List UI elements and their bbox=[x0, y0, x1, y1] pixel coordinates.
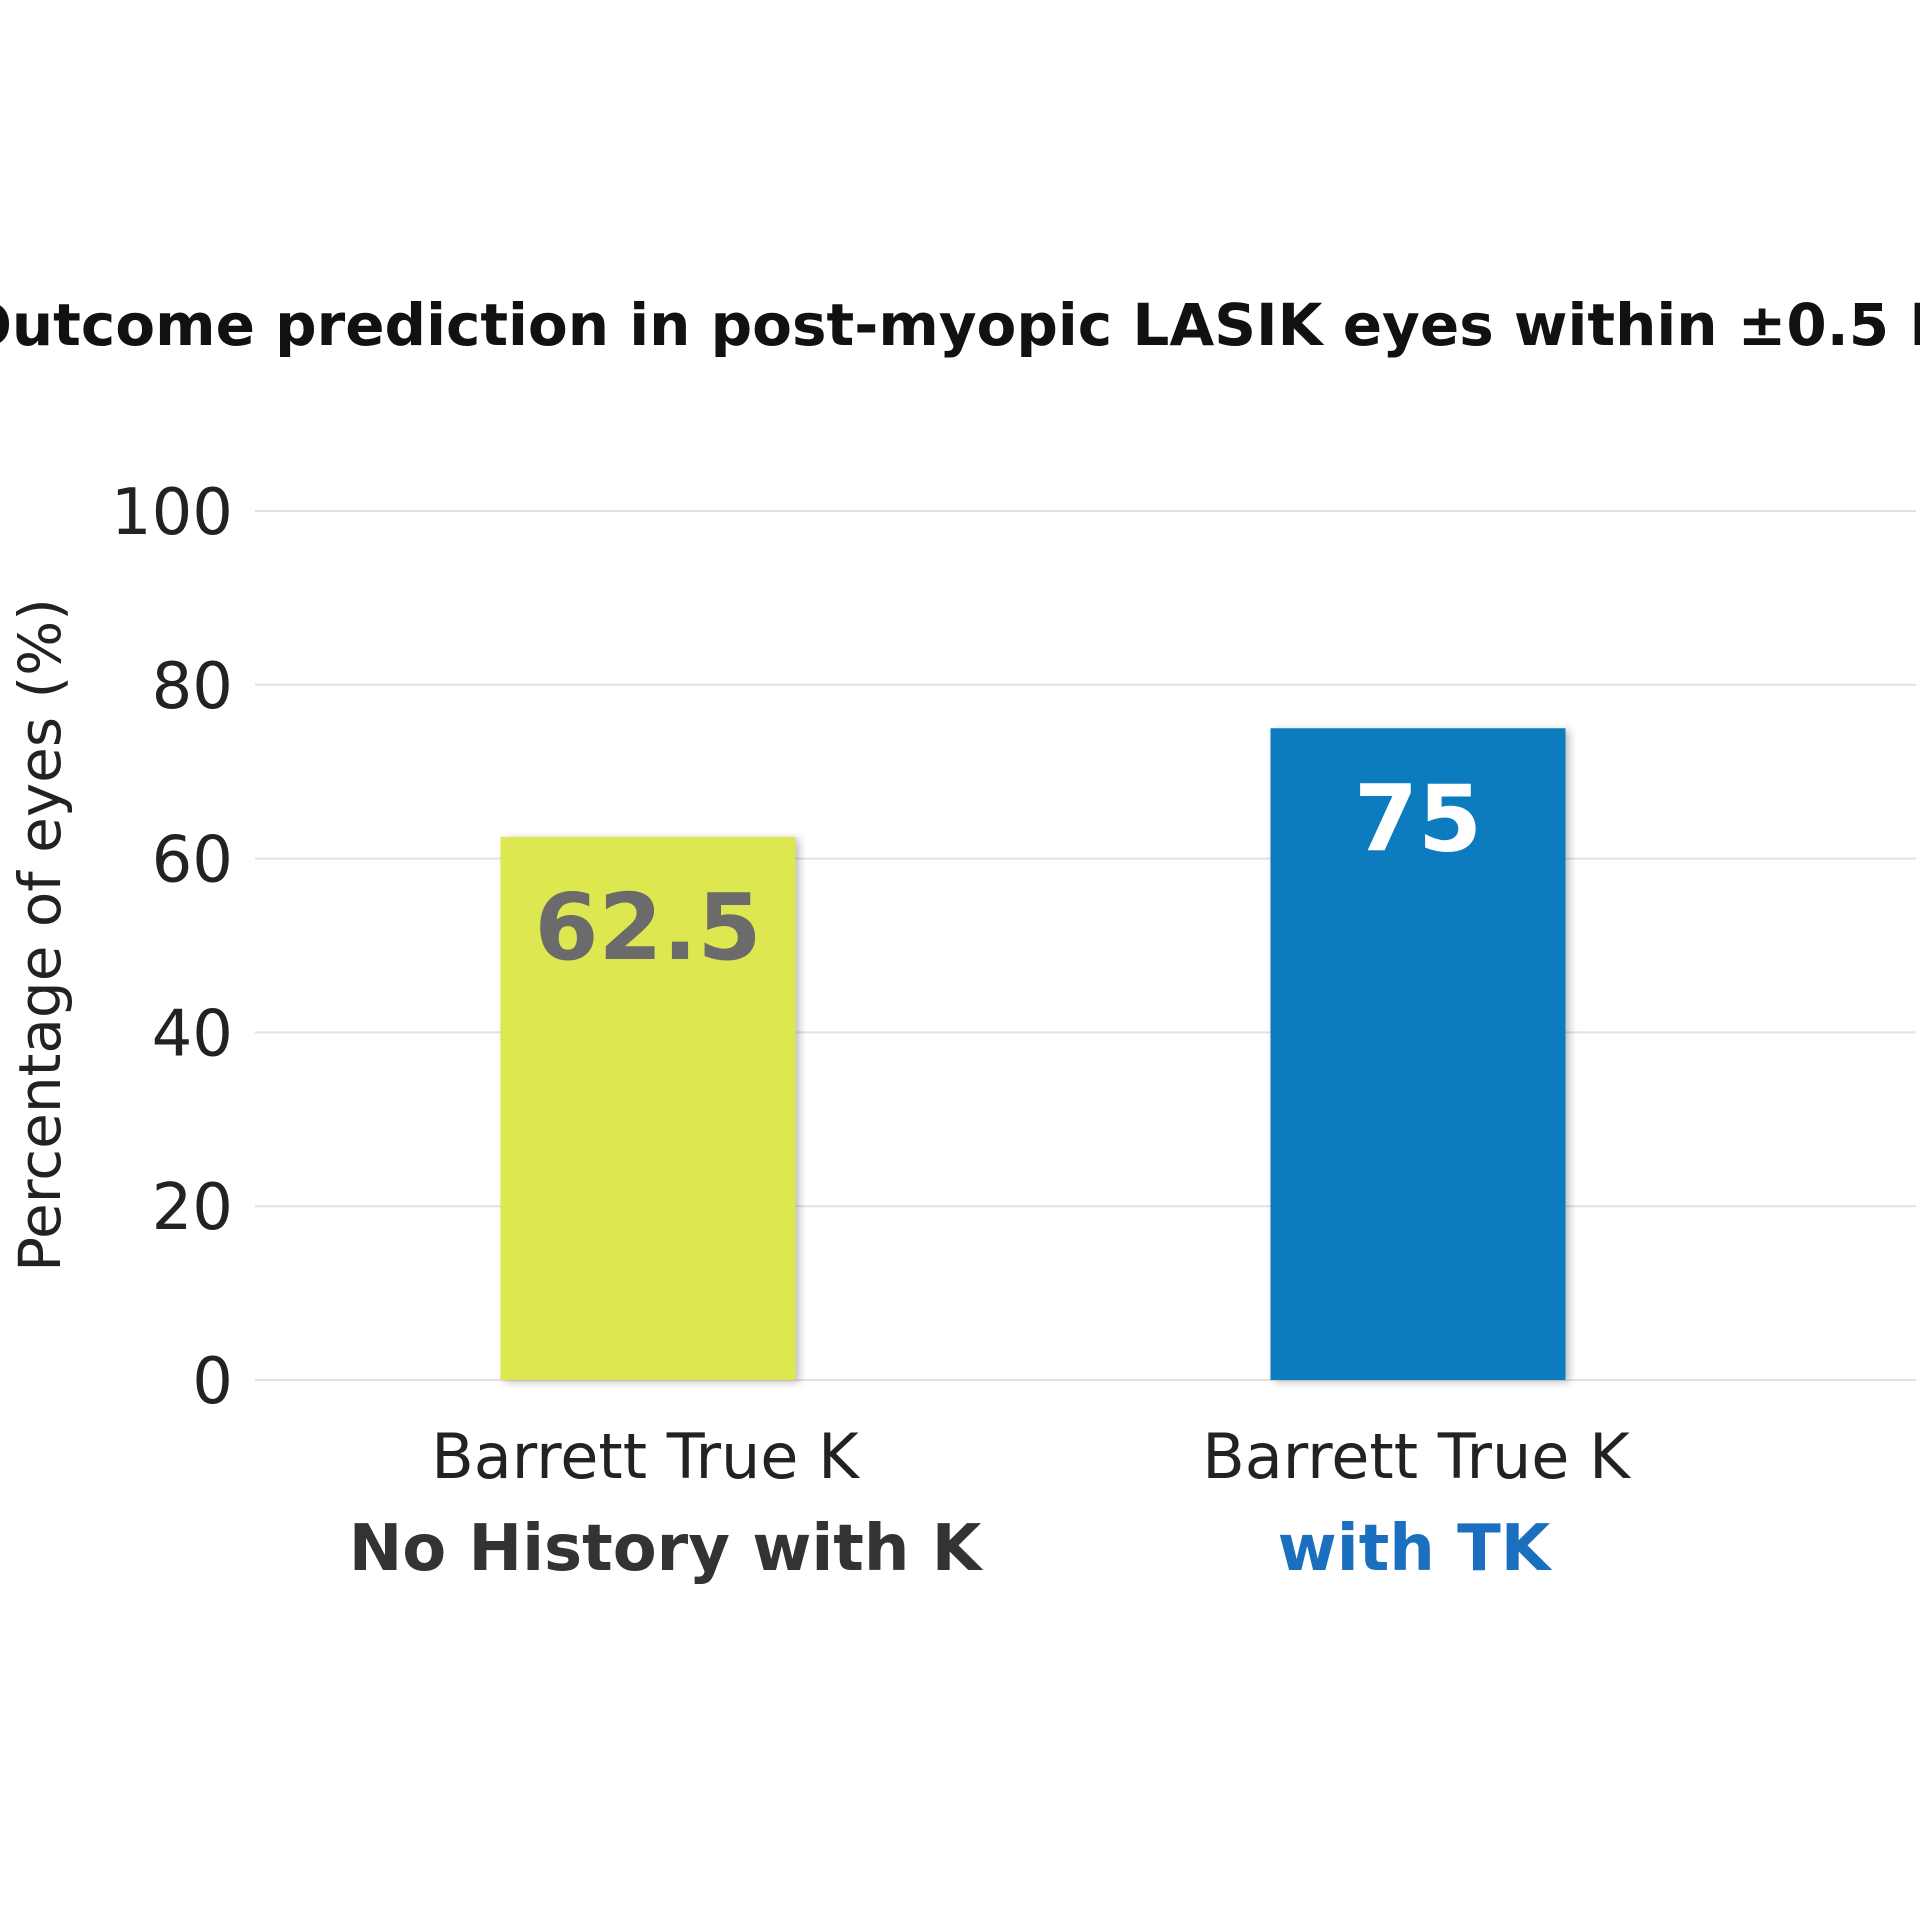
y-tick-label: 40 bbox=[152, 997, 233, 1071]
bar bbox=[500, 836, 796, 1380]
y-tick-label: 80 bbox=[152, 650, 233, 724]
y-tick-label: 100 bbox=[111, 476, 233, 550]
y-tick-label: 60 bbox=[152, 824, 233, 898]
chart-title: Outcome prediction in post-myopic LASIK … bbox=[0, 291, 1920, 359]
x-label-line1: Barrett True K bbox=[1202, 1420, 1631, 1493]
bar-value-label: 75 bbox=[1354, 765, 1482, 872]
bar-value-label: 62.5 bbox=[535, 874, 762, 981]
x-label-line2: with TK bbox=[1278, 1512, 1553, 1586]
x-label-line2: No History with K bbox=[349, 1512, 984, 1586]
x-label-line1: Barrett True K bbox=[431, 1420, 860, 1493]
y-tick-label: 20 bbox=[152, 1171, 233, 1245]
y-tick-label: 0 bbox=[192, 1345, 233, 1419]
bar bbox=[1270, 728, 1566, 1380]
y-axis-label: Percentage of eyes (%) bbox=[6, 598, 74, 1272]
